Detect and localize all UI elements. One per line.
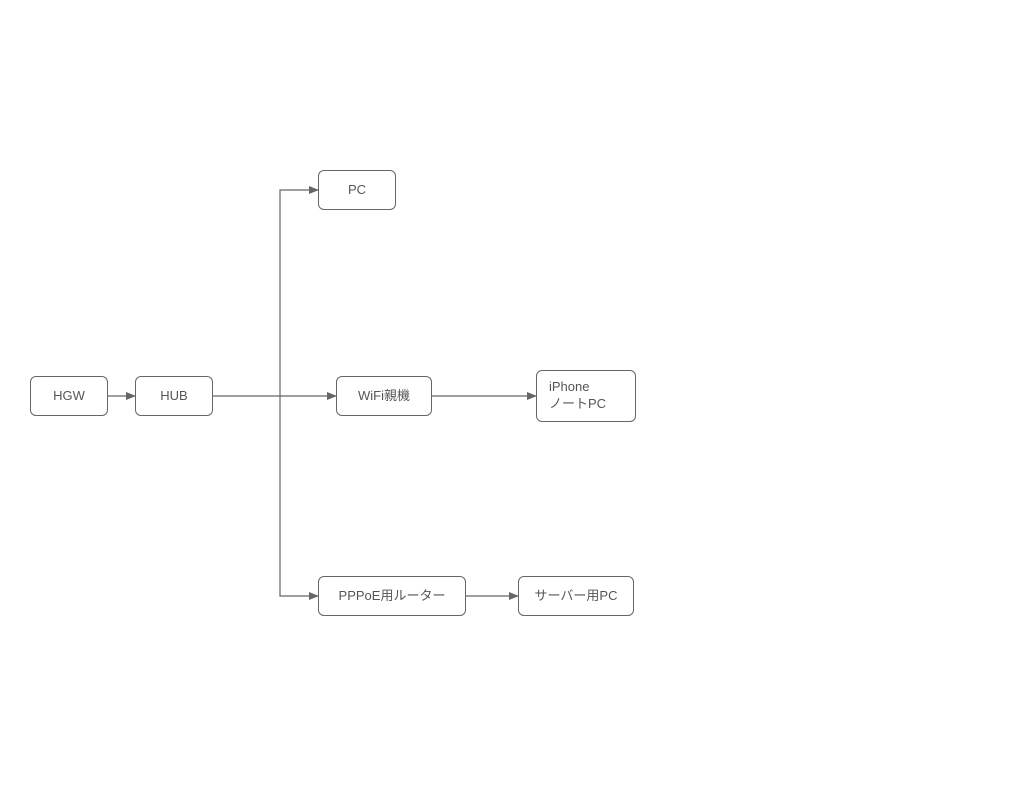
node-hgw: HGW: [30, 376, 108, 416]
node-hub: HUB: [135, 376, 213, 416]
node-wifi: WiFi親機: [336, 376, 432, 416]
node-pppoe: PPPoE用ルーター: [318, 576, 466, 616]
edge-hub-pc: [280, 190, 318, 396]
node-server: サーバー用PC: [518, 576, 634, 616]
edge-hub-pppoe: [280, 396, 318, 596]
node-pc: PC: [318, 170, 396, 210]
node-iphone: iPhone ノートPC: [536, 370, 636, 422]
diagram-canvas: HGW HUB PC WiFi親機 iPhone ノートPC PPPoE用ルーター サーバー…: [0, 0, 1024, 792]
